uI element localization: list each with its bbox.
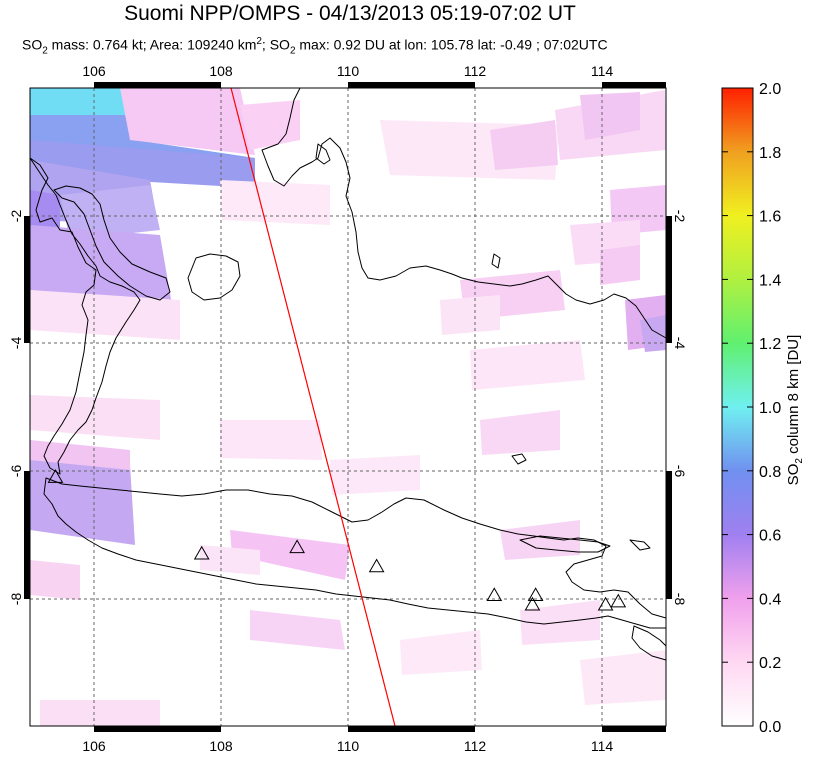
map-title: Suomi NPP/OMPS - 04/13/2013 05:19-07:02 … xyxy=(124,2,576,25)
colorbar-tick-label: 0.8 xyxy=(759,464,781,481)
area-unit-superscript: 2 xyxy=(256,36,262,47)
colorbar-label-prefix: SO xyxy=(785,463,802,486)
volcano-marker-5 xyxy=(486,587,503,601)
lon-tick-top-108: 108 xyxy=(209,63,233,79)
volcano-marker-2 xyxy=(193,545,210,560)
colorbar-tick-label: 0.2 xyxy=(759,655,781,672)
graticule xyxy=(30,88,666,726)
lat-tick-left-minus6: -6 xyxy=(8,465,24,478)
colorbar-tick-label: 2.0 xyxy=(759,81,781,98)
belitung-island xyxy=(187,253,241,301)
so2-mass-subscript: 2 xyxy=(42,45,48,57)
coastlines xyxy=(29,87,667,661)
border-ticks xyxy=(24,82,672,732)
lat-tick-left-minus4: -4 xyxy=(8,337,24,350)
so2-mass-area-text: mass: 0.764 kt; Area: 109240 km xyxy=(47,36,257,53)
lon-tick-top-106: 106 xyxy=(82,63,106,79)
lat-tick-right-minus8: -8 xyxy=(672,593,688,606)
volcano-marker-4 xyxy=(368,558,385,573)
lat-tick-right-minus6: -6 xyxy=(672,465,688,478)
lon-tick-labels-top: 106 108 110 112 114 xyxy=(82,63,613,79)
colorbar-label: SO2 column 8 km [DU] xyxy=(785,310,805,510)
colorbar-tick-label: 0.6 xyxy=(759,528,781,545)
sumatra-coast xyxy=(29,157,141,475)
volcano-markers xyxy=(47,469,627,611)
lat-tick-left-minus8: -8 xyxy=(8,593,24,606)
volcano-marker-8 xyxy=(597,596,614,611)
lon-tick-labels-bottom: 106 108 110 112 114 xyxy=(82,738,613,754)
colorbar-tick-label: 1.6 xyxy=(759,209,781,226)
borneo-coast xyxy=(261,87,667,339)
karimunjawa-islands xyxy=(511,453,527,465)
so2-max-subscript: 2 xyxy=(289,45,296,57)
colorbar-tick-label: 1.2 xyxy=(759,336,781,353)
lon-tick-bottom-108: 108 xyxy=(209,738,233,754)
colorbar-tick-label: 1.0 xyxy=(759,400,781,417)
colorbar-label-subscript: 2 xyxy=(794,458,805,464)
lon-tick-top-112: 112 xyxy=(464,63,487,79)
lon-tick-top-114: 114 xyxy=(591,63,614,79)
colorbar-ticks: 2.0 1.8 1.6 1.4 1.2 1.0 0.8 0.6 0.4 0.2 0.0 xyxy=(722,81,781,736)
kangean-islands xyxy=(629,539,651,551)
lat-tick-right-minus4: -4 xyxy=(672,337,688,350)
volcano-marker-3 xyxy=(289,539,305,554)
volcano-marker-1 xyxy=(47,469,64,483)
colorbar-label-text: column 8 km [DU] xyxy=(785,334,802,459)
lat-tick-labels-right: -2 -4 -6 -8 xyxy=(672,210,688,606)
karimata-islands xyxy=(315,143,331,165)
lat-tick-right-minus2: -2 xyxy=(672,210,688,223)
volcano-marker-7 xyxy=(524,596,541,611)
colorbar-tick-label: 1.8 xyxy=(759,145,781,162)
so2-mass-prefix: SO xyxy=(22,36,43,53)
lon-tick-bottom-106: 106 xyxy=(82,738,106,754)
orbit-track-line xyxy=(230,87,396,727)
map-subtitle: SO2 mass: 0.764 kt; Area: 109240 km2; SO… xyxy=(22,36,608,56)
colorbar-tick-label: 1.4 xyxy=(759,272,781,289)
colorbar-tick-label: 0.4 xyxy=(759,591,781,608)
bangka-island xyxy=(53,185,171,301)
lon-tick-bottom-112: 112 xyxy=(464,738,487,754)
lat-tick-left-minus2: -2 xyxy=(8,210,24,223)
lon-tick-top-110: 110 xyxy=(337,63,360,79)
java-coast xyxy=(43,477,667,629)
colorbar-tick-label: 0.0 xyxy=(759,719,781,736)
lon-tick-bottom-114: 114 xyxy=(591,738,614,754)
lon-tick-bottom-110: 110 xyxy=(337,738,360,754)
volcano-marker-9 xyxy=(610,593,627,608)
lat-tick-labels-left: -2 -4 -6 -8 xyxy=(8,210,24,606)
so2-max-text: max: 0.92 DU at lon: 105.78 lat: -0.49 ;… xyxy=(295,36,608,53)
volcano-marker-6 xyxy=(527,587,544,601)
madura-island xyxy=(519,535,611,553)
bawean-island xyxy=(491,253,501,269)
so2-max-prefix: ; SO xyxy=(261,36,290,53)
